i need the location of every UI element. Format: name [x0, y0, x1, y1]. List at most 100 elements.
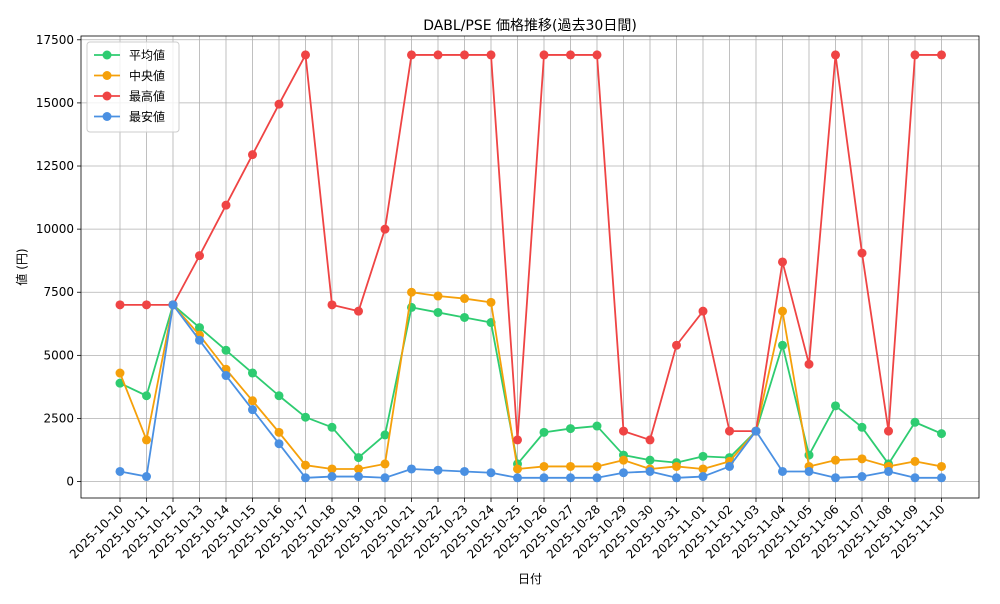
data-point: [327, 422, 337, 432]
data-point: [592, 461, 602, 471]
data-point: [486, 50, 496, 60]
data-point: [539, 473, 549, 483]
data-point: [857, 472, 867, 482]
data-point: [407, 287, 416, 297]
data-point: [460, 294, 469, 304]
y-axis: 0 2500 5000 7500 10000 12500 15000 17500: [36, 33, 81, 489]
data-point: [937, 50, 946, 60]
data-point: [672, 340, 681, 350]
data-point: [327, 464, 337, 474]
data-point: [221, 200, 231, 210]
data-point: [592, 473, 602, 483]
data-point: [566, 473, 575, 483]
series-line: [120, 54, 942, 441]
data-point: [566, 50, 575, 60]
data-point: [433, 291, 443, 301]
series-group: [115, 50, 946, 483]
y-tick-label: 10000: [36, 222, 74, 236]
data-point: [910, 417, 920, 427]
data-point: [274, 391, 284, 401]
data-point: [831, 455, 840, 465]
data-point: [937, 429, 946, 439]
data-point: [433, 307, 443, 317]
data-point: [619, 468, 628, 478]
data-point: [539, 50, 549, 60]
y-tick-label: 0: [66, 475, 74, 489]
data-point: [301, 473, 310, 483]
data-point: [115, 300, 125, 310]
y-tick-label: 5000: [43, 348, 74, 362]
data-point: [645, 466, 655, 476]
data-point: [698, 464, 708, 474]
data-point: [778, 340, 787, 350]
plot-area: [80, 35, 980, 499]
data-point: [195, 335, 204, 345]
data-point: [937, 461, 946, 471]
data-point: [248, 405, 257, 415]
data-point: [725, 426, 734, 436]
data-point: [672, 473, 681, 483]
data-point: [195, 251, 204, 261]
data-point: [910, 50, 920, 60]
data-point: [248, 396, 257, 406]
data-point: [460, 312, 469, 322]
data-point: [460, 466, 469, 476]
data-point: [857, 454, 867, 464]
data-point: [698, 451, 708, 461]
data-point: [539, 461, 549, 471]
data-point: [301, 460, 310, 470]
data-point: [142, 472, 151, 482]
data-point: [274, 427, 284, 437]
data-point: [115, 368, 125, 378]
data-point: [857, 248, 867, 258]
data-point: [354, 306, 363, 316]
data-point: [778, 306, 787, 316]
data-point: [751, 426, 761, 436]
data-point: [354, 472, 363, 482]
data-point: [380, 473, 390, 483]
legend-label: 平均値: [129, 48, 165, 63]
y-tick-label: 12500: [36, 159, 74, 173]
data-point: [592, 421, 602, 431]
data-point: [539, 427, 549, 437]
data-point: [115, 466, 125, 476]
data-point: [566, 424, 575, 434]
data-point: [486, 297, 496, 307]
legend-label: 中央値: [129, 68, 165, 83]
legend-swatch-marker: [102, 91, 112, 101]
data-point: [513, 473, 522, 483]
legend-frame: [86, 41, 180, 133]
data-point: [804, 466, 814, 476]
x-axis-label: 日付: [518, 572, 542, 586]
series-line: [119, 303, 942, 479]
data-point: [619, 426, 628, 436]
data-point: [831, 50, 840, 60]
data-point: [168, 300, 178, 310]
y-tick-label: 17500: [36, 33, 74, 47]
data-point: [778, 257, 787, 267]
data-point: [327, 472, 337, 482]
data-point: [486, 468, 496, 478]
data-point: [433, 465, 443, 475]
data-point: [645, 455, 655, 465]
data-point: [380, 430, 390, 440]
y-tick-label: 7500: [43, 285, 74, 299]
data-point: [513, 435, 522, 445]
data-point: [884, 426, 893, 436]
x-axis: 2025-10-102025-10-112025-10-122025-10-13…: [67, 498, 948, 561]
data-point: [592, 50, 602, 60]
data-point: [831, 401, 840, 411]
data-point: [831, 473, 840, 483]
data-point: [195, 323, 204, 333]
data-point: [937, 473, 946, 483]
data-point: [221, 371, 231, 381]
data-point: [407, 50, 416, 60]
data-point: [698, 472, 708, 482]
legend-swatch-marker: [102, 112, 112, 121]
data-point: [778, 466, 787, 476]
data-point: [301, 50, 310, 60]
chart-title: DABL/PSE 価格推移(過去30日間): [423, 18, 637, 34]
